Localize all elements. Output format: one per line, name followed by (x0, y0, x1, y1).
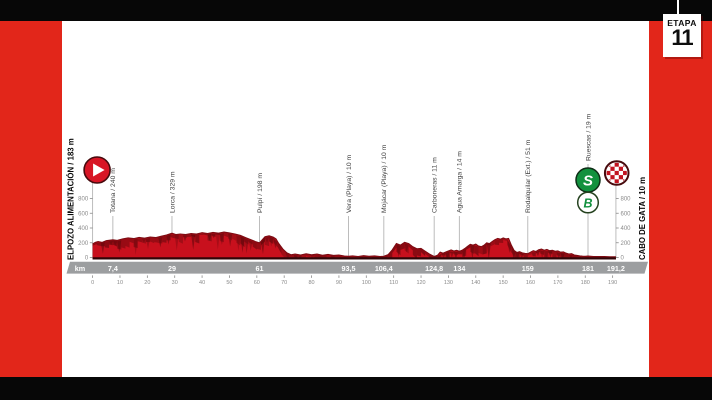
x-tick-label: 190 (608, 280, 617, 286)
bottom-bar (0, 377, 712, 400)
x-tick-label: 60 (254, 280, 260, 286)
y-tick-label-right: 200 (621, 241, 632, 247)
y-tick-label-left: 0 (85, 256, 89, 262)
x-tick-label: 160 (526, 280, 535, 286)
km-band-value: 181 (582, 264, 594, 273)
stage-badge: ETAPA 11 (663, 14, 701, 57)
y-tick-label-left: 200 (78, 241, 89, 247)
stage-badge-number: 11 (671, 25, 693, 50)
waypoint-label: Mojácar (Playa) / 10 m (381, 144, 388, 213)
x-tick-label: 70 (281, 280, 287, 286)
y-tick-label-right: 0 (621, 256, 625, 262)
elevation-edge (92, 231, 616, 258)
waypoint-label: Lorca / 329 m (169, 171, 176, 213)
waypoint-label: Agua Amarga / 14 m (457, 151, 464, 213)
x-tick-label: 130 (444, 280, 453, 286)
x-ticks: 0 10 20 30 40 50 60 70 80 90 100 110 120 130 140 150 160… (91, 275, 617, 286)
waypoint-label: Pulpí / 198 m (257, 173, 264, 213)
waypoint-label: Rodalquilar (Ext.) / 51 m (525, 139, 532, 213)
route-markers: SB (83, 156, 630, 214)
x-tick-label: 180 (581, 280, 590, 286)
waypoint-label: Totana / 240 m (110, 168, 117, 213)
x-tick-label: 170 (553, 280, 562, 286)
x-tick-label: 140 (471, 280, 480, 286)
km-band-unit: km (75, 264, 85, 273)
x-tick-label: 50 (226, 280, 232, 286)
y-tick-label-right: 600 (621, 211, 632, 217)
stage-badge-connector (677, 0, 679, 15)
waypoint-label: Ruescas / 19 m (585, 113, 592, 161)
x-tick-label: 10 (117, 280, 123, 286)
y-tick-label-left: 800 (78, 197, 89, 203)
km-band-value: 93,5 (342, 264, 356, 273)
bonus-marker-letter: B (583, 196, 592, 210)
x-tick-label: 90 (336, 280, 342, 286)
km-band-value: 106,4 (375, 264, 393, 273)
km-band-value: 29 (168, 264, 176, 273)
x-tick-label: 110 (389, 280, 398, 286)
km-band-value: 7,4 (108, 264, 118, 273)
y-tick-label-right: 400 (621, 226, 632, 232)
km-band-value: 134 (453, 264, 465, 273)
km-band-value: 191,2 (607, 264, 625, 273)
x-tick-label: 80 (308, 280, 314, 286)
y-axes: 0 0 200 200 400 400 600 600 800 800 (78, 197, 631, 262)
stage-badge-label: ETAPA (667, 18, 697, 28)
waypoint-label: Carboneras / 11 m (431, 157, 438, 213)
x-tick-label: 150 (499, 280, 508, 286)
x-tick-label: 30 (172, 280, 178, 286)
terminal-label: CABO DE GATA / 10 m (638, 177, 647, 260)
x-tick-label: 0 (91, 280, 94, 286)
x-tick-label: 20 (144, 280, 150, 286)
play-icon (93, 163, 105, 177)
waypoint-labels: ELPOZO ALIMENTACIÓN / 183 m Totana / 240 … (67, 113, 648, 260)
top-bar (0, 0, 712, 21)
km-band-value: 159 (522, 264, 534, 273)
km-band-value: 61 (256, 264, 264, 273)
sprint-marker-letter: S (583, 173, 593, 190)
waypoint-label: Vera (Playa) / 10 m (346, 154, 353, 213)
x-tick-label: 100 (362, 280, 371, 286)
x-tick-label: 120 (416, 280, 425, 286)
km-band-value: 124,8 (425, 264, 443, 273)
bonus-marker-icon (576, 191, 600, 214)
y-tick-label-right: 800 (621, 197, 632, 203)
km-band: km 7,4 29 61 93,5 106,4 124,8 134 159 181 191,2 (66, 261, 648, 274)
y-tick-label-left: 600 (78, 211, 89, 217)
terminal-label: ELPOZO ALIMENTACIÓN / 183 m (67, 138, 76, 260)
y-tick-label-left: 400 (78, 226, 89, 232)
profile-panel: 0 0 200 200 400 400 600 600 800 800 km 7,4 29 61 93,5 1… (62, 21, 649, 377)
x-tick-label: 40 (199, 280, 205, 286)
